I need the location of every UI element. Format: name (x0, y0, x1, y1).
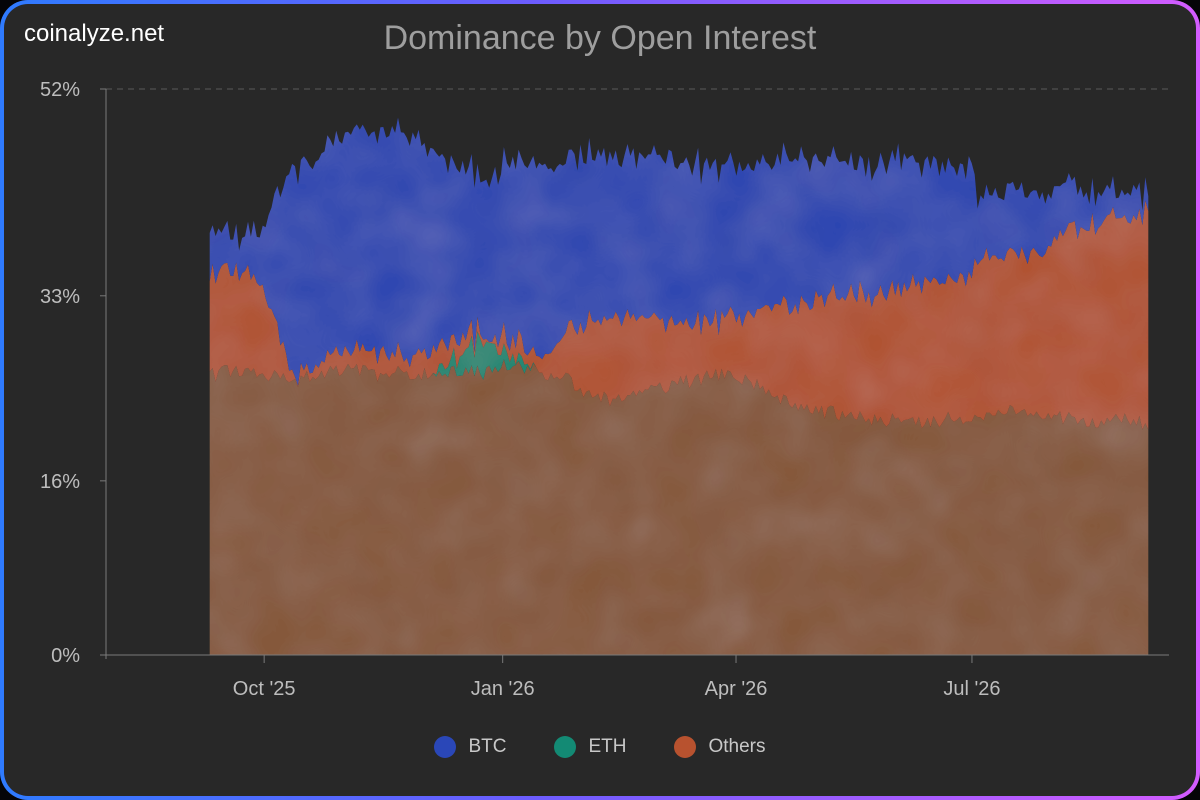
y-tick-label: 33% (40, 286, 80, 308)
y-tick-label: 52% (40, 79, 80, 101)
btc-area (209, 117, 1149, 386)
others-area (209, 200, 1149, 430)
chart-legend: BTC ETH Others (4, 736, 1196, 758)
dominance-chart: Dominance by Open Interest 0% 16% 33% 52% Oc… (40, 19, 1169, 700)
legend-item-eth[interactable]: ETH (554, 736, 626, 758)
x-tick-label: Apr '26 (705, 678, 768, 700)
chart-title: Dominance by Open Interest (384, 19, 817, 57)
base-area (209, 359, 1149, 655)
legend-label-btc: BTC (468, 736, 507, 757)
legend-label-others: Others (708, 736, 766, 757)
y-tick-label: 0% (51, 645, 80, 667)
x-tick-label: Jan '26 (471, 678, 535, 700)
eth-legend-dot-icon (554, 736, 577, 758)
legend-label-eth: ETH (588, 736, 627, 757)
y-tick-label: 16% (40, 471, 80, 493)
x-tick-label: Oct '25 (233, 678, 296, 700)
brand-label: coinalyze.net (24, 20, 165, 47)
x-tick-label: Jul '26 (943, 678, 1000, 700)
others-legend-dot-icon (674, 736, 697, 758)
chart-panel: coinalyze.net Dominance by Open Interest… (4, 4, 1196, 796)
legend-item-others[interactable]: Others (674, 736, 766, 758)
btc-legend-dot-icon (434, 736, 457, 758)
legend-item-btc[interactable]: BTC (434, 736, 506, 758)
